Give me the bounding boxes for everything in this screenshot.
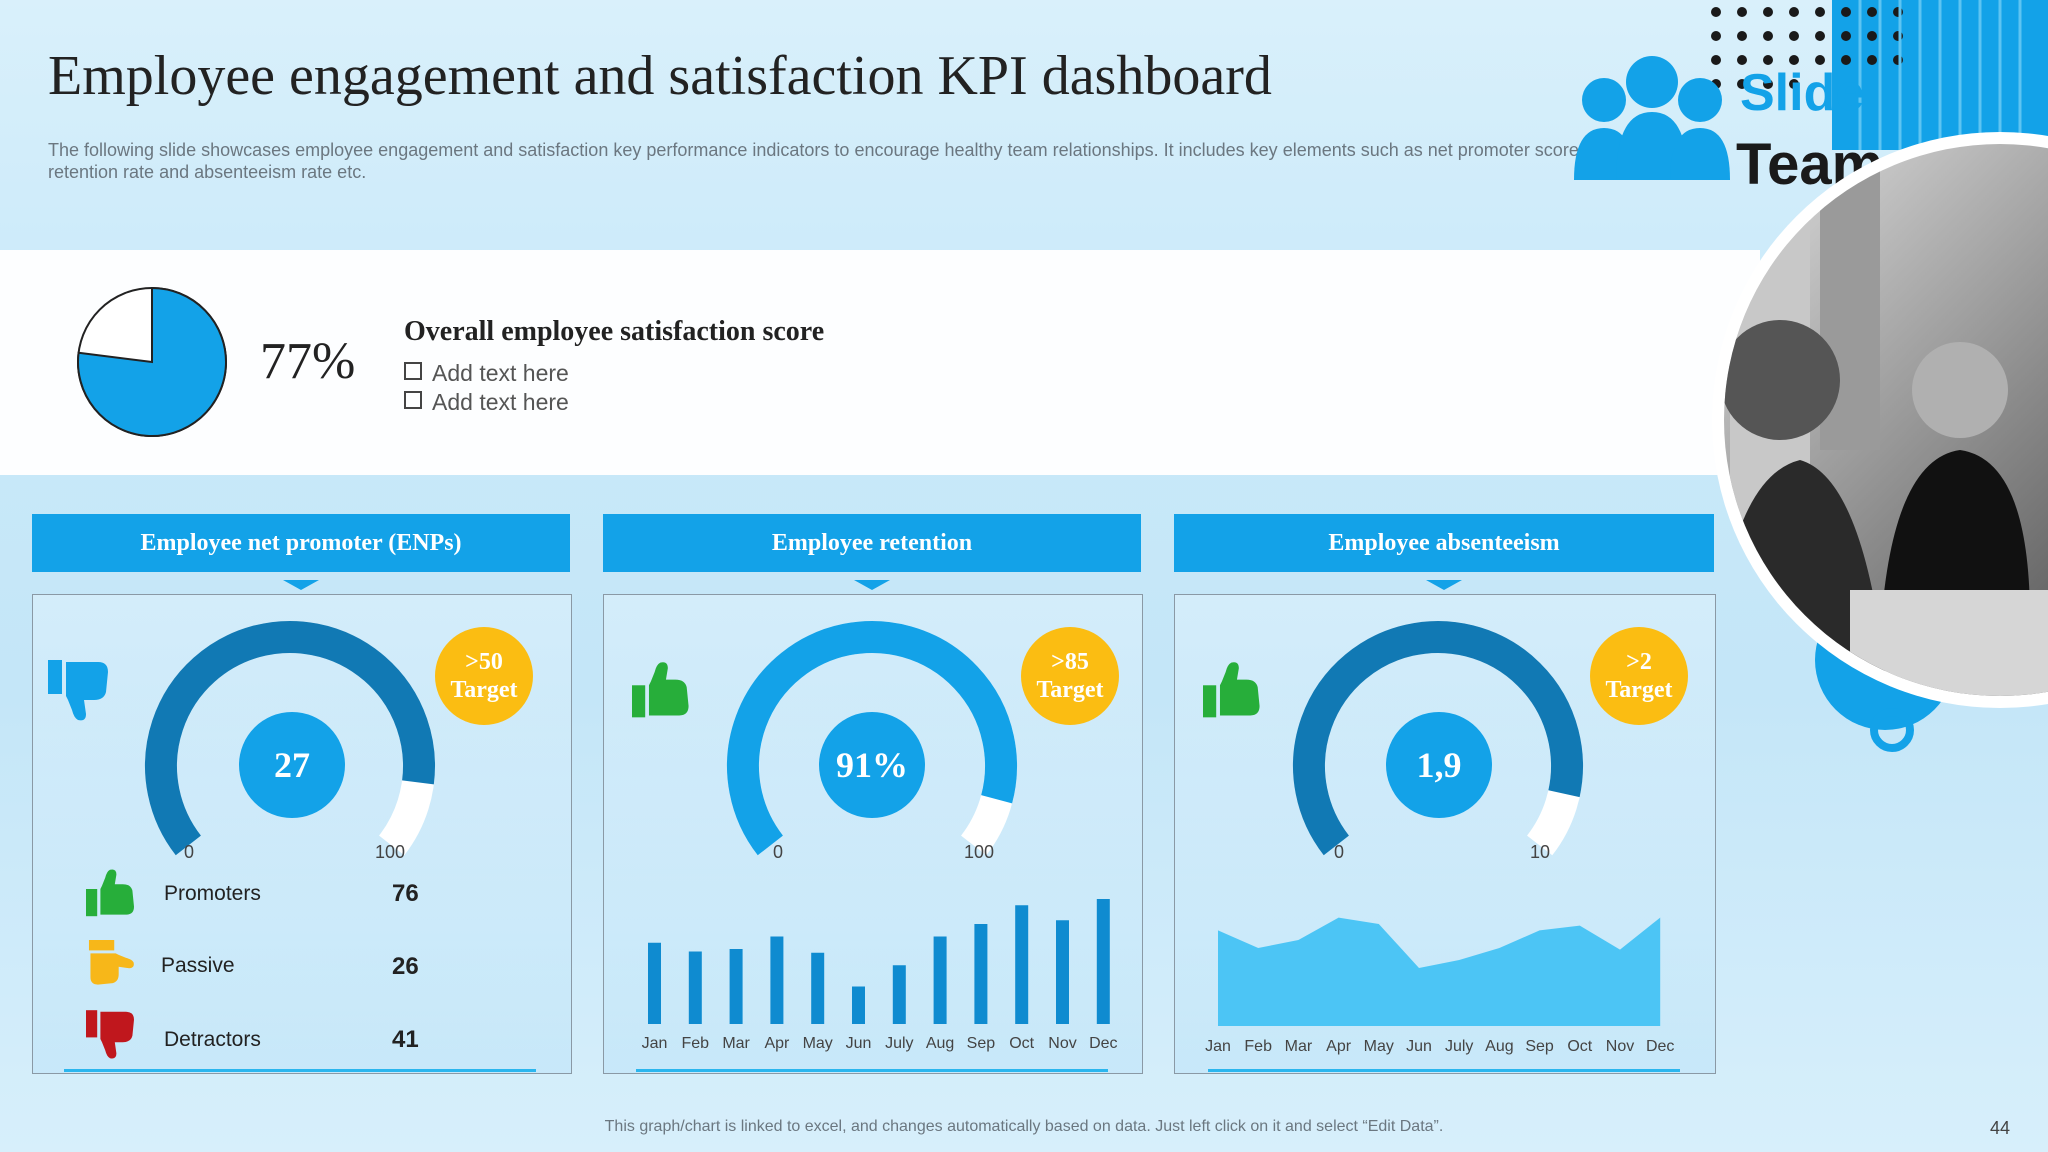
page-subtitle: The following slide showcases employee e… <box>48 140 1584 182</box>
absenteeism-month-label: Feb <box>1244 1038 1272 1055</box>
absenteeism-month-label: Sep <box>1525 1038 1554 1055</box>
satisfaction-band <box>0 250 1760 475</box>
retention-bar <box>811 952 825 1024</box>
retention-bar <box>688 951 702 1024</box>
satisfaction-percentage: 77% <box>260 333 356 390</box>
absenteeism-month-label: Nov <box>1605 1038 1635 1055</box>
enps-target-badge: >50 Target <box>435 627 533 725</box>
panel-underline <box>64 1069 536 1072</box>
retention-month-label: Mar <box>722 1035 750 1052</box>
absenteeism-month-label: Jan <box>1205 1038 1231 1055</box>
enps-header: Employee net promoter (ENPs) <box>32 514 570 572</box>
thumbs-up-icon <box>632 662 689 718</box>
retention-month-label: Feb <box>681 1035 710 1052</box>
retention-gauge-min: 0 <box>773 842 784 862</box>
absenteeism-month-label: May <box>1363 1038 1394 1055</box>
enps-gauge <box>145 621 435 856</box>
absenteeism-gauge-min: 0 <box>1334 842 1345 862</box>
header-pointer <box>854 580 890 590</box>
absenteeism-value: 1,9 <box>1386 712 1492 818</box>
retention-bar <box>1056 920 1069 1024</box>
retention-month-label: Apr <box>764 1035 790 1052</box>
legend-label-detractors: Detractors <box>164 1028 261 1051</box>
retention-month-label: Jun <box>845 1035 872 1052</box>
absenteeism-month-label: Apr <box>1326 1038 1352 1055</box>
retention-header: Employee retention <box>603 514 1141 572</box>
checkbox-icon <box>404 362 422 380</box>
absenteeism-gauge-max: 10 <box>1530 842 1551 862</box>
thumbs-down-icon <box>48 660 108 721</box>
legend-value-promoters: 76 <box>392 880 419 907</box>
satisfaction-bullet: Add text here <box>404 389 569 416</box>
thumbs-up-icon <box>1203 662 1260 718</box>
page-number: 44 <box>1990 1118 2011 1138</box>
legend-label-passive: Passive <box>161 954 235 977</box>
retention-bar <box>1096 899 1110 1024</box>
absenteeism-area-chart <box>1217 917 1661 1026</box>
retention-month-label: Jan <box>641 1035 668 1052</box>
enps-gauge-min: 0 <box>184 842 195 862</box>
absenteeism-month-label: Dec <box>1645 1038 1675 1055</box>
enps-value: 27 <box>239 712 345 818</box>
retention-gauge <box>727 621 1017 856</box>
retention-gauge-max: 100 <box>964 842 995 862</box>
enps-gauge-max: 100 <box>375 842 406 862</box>
logo-text-top: Slide <box>1740 64 1864 122</box>
satisfaction-heading: Overall employee satisfaction score <box>404 316 825 347</box>
retention-month-label: Sep <box>966 1035 996 1052</box>
absenteeism-area <box>1218 917 1661 1026</box>
retention-bar <box>974 924 988 1024</box>
retention-bar <box>1015 905 1029 1024</box>
absenteeism-month-label: Jun <box>1406 1038 1432 1055</box>
retention-month-label: Aug <box>925 1035 955 1052</box>
satisfaction-bullet: Add text here <box>404 360 569 387</box>
retention-month-label: May <box>802 1035 833 1052</box>
checkbox-icon <box>404 391 422 409</box>
retention-bar <box>852 986 865 1024</box>
legend-value-passive: 26 <box>392 953 419 980</box>
absenteeism-month-label: Oct <box>1567 1038 1593 1055</box>
retention-month-label: Oct <box>1009 1035 1035 1052</box>
retention-bar <box>770 936 784 1024</box>
thumbs-up-icon <box>86 869 134 917</box>
header-pointer <box>283 580 319 590</box>
retention-bar-chart <box>648 899 1110 1024</box>
absenteeism-month-label: Aug <box>1485 1038 1514 1055</box>
legend-label-promoters: Promoters <box>164 882 261 905</box>
satisfaction-pie <box>77 286 227 437</box>
legend-value-detractors: 41 <box>392 1026 419 1053</box>
team-photo <box>1712 132 2048 752</box>
thumbs-sideways-icon <box>88 940 134 985</box>
retention-month-label: Dec <box>1089 1035 1118 1052</box>
retention-bar <box>933 936 947 1024</box>
footer-note: This graph/chart is linked to excel, and… <box>604 1118 1444 1135</box>
panel-underline <box>636 1069 1108 1072</box>
panel-underline <box>1208 1069 1680 1072</box>
absenteeism-header: Employee absenteeism <box>1174 514 1714 572</box>
absenteeism-month-label: Mar <box>1284 1038 1313 1055</box>
absenteeism-month-label: July <box>1444 1038 1474 1055</box>
retention-value: 91% <box>819 712 925 818</box>
team-icon <box>1574 56 1730 180</box>
absenteeism-target-badge: >2 Target <box>1590 627 1688 725</box>
retention-bar <box>648 942 661 1024</box>
retention-bar <box>729 949 743 1024</box>
thumbs-down-icon <box>86 1010 134 1059</box>
retention-target-badge: >85 Target <box>1021 627 1119 725</box>
retention-bar <box>892 965 906 1024</box>
absenteeism-gauge <box>1293 621 1583 856</box>
header-pointer <box>1426 580 1462 590</box>
retention-month-label: July <box>885 1035 914 1052</box>
page-title: Employee engagement and satisfaction KPI… <box>48 45 1272 107</box>
retention-month-label: Nov <box>1048 1035 1077 1052</box>
